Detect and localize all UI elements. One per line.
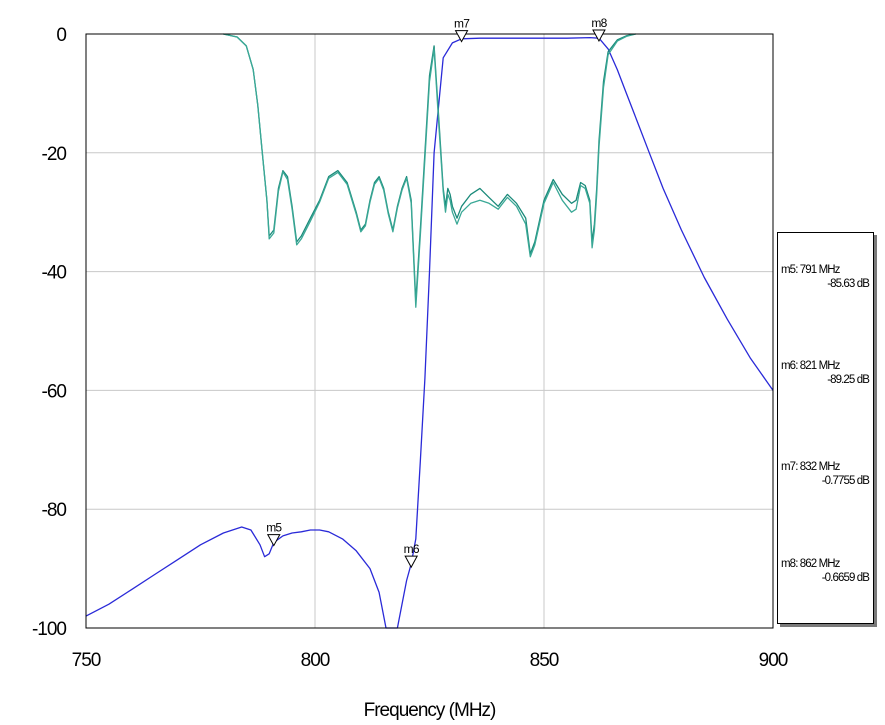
marker-readout-value: -89.25 dB [827,374,870,386]
markers-layer: m5 m6 m7 m8 [266,16,608,569]
x-axis-title: Frequency (MHz) [364,700,496,721]
marker-readout-value: -0.6659 dB [821,572,870,584]
marker-m6: m6 [404,542,421,569]
marker-readout-m8: m8: 862 MHz -0.6659 dB [781,558,870,584]
marker-readout-name: m5 [781,264,796,276]
marker-triangle-icon [266,534,281,547]
marker-readout-m6: m6: 821 MHz -89.25 dB [781,360,870,386]
x-tick-label: 850 [530,650,559,671]
marker-readout-freq: 832 MHz [799,461,841,473]
series-layer [85,33,774,629]
marker-readout-m7: m7: 832 MHz -0.7755 dB [781,461,870,487]
series-line-3 [223,33,636,308]
y-tick-label: -100 [32,619,66,640]
marker-m8: m8 [591,16,608,42]
marker-triangle-icon [454,30,469,43]
marker-label: m7 [454,17,470,31]
marker-readout-freq: 821 MHz [799,360,841,372]
x-tick-label: 900 [759,650,788,671]
marker-label: m5 [266,521,282,535]
y-tick-label: -40 [42,263,67,284]
x-tick-label: 800 [301,650,330,671]
series-line-1 [85,36,774,629]
y-tick-label: -80 [42,500,67,521]
y-tick-label: -20 [42,144,67,165]
plot-frame [85,33,774,629]
marker-label: m6 [404,542,420,556]
marker-triangle-icon [404,555,419,569]
marker-triangle-icon [592,29,606,42]
marker-readout-freq: 862 MHz [799,558,841,570]
y-tick-label: 0 [56,25,66,46]
marker-readout-name: m8 [781,558,796,570]
grid-lines [85,33,774,629]
marker-readout-box: m5: 791 MHz -85.63 dB m6: 821 MHz -89.25… [777,232,874,624]
marker-readout-value: -0.7755 dB [821,475,870,487]
marker-readout-name: m7 [781,461,796,473]
marker-m5: m5 [266,521,283,547]
y-tick-label: -60 [42,381,67,402]
marker-m7: m7 [454,17,471,43]
marker-readout-name: m6 [781,360,796,372]
marker-readout-value: -85.63 dB [827,278,870,290]
x-tick-label: 750 [72,650,101,671]
marker-readout-m5: m5: 791 MHz -85.63 dB [781,264,870,290]
marker-readout-freq: 791 MHz [799,264,841,276]
marker-label: m8 [591,16,607,30]
tick-labels: 750 800 850 900 0 -20 -40 -60 -80 -100 [32,25,789,671]
